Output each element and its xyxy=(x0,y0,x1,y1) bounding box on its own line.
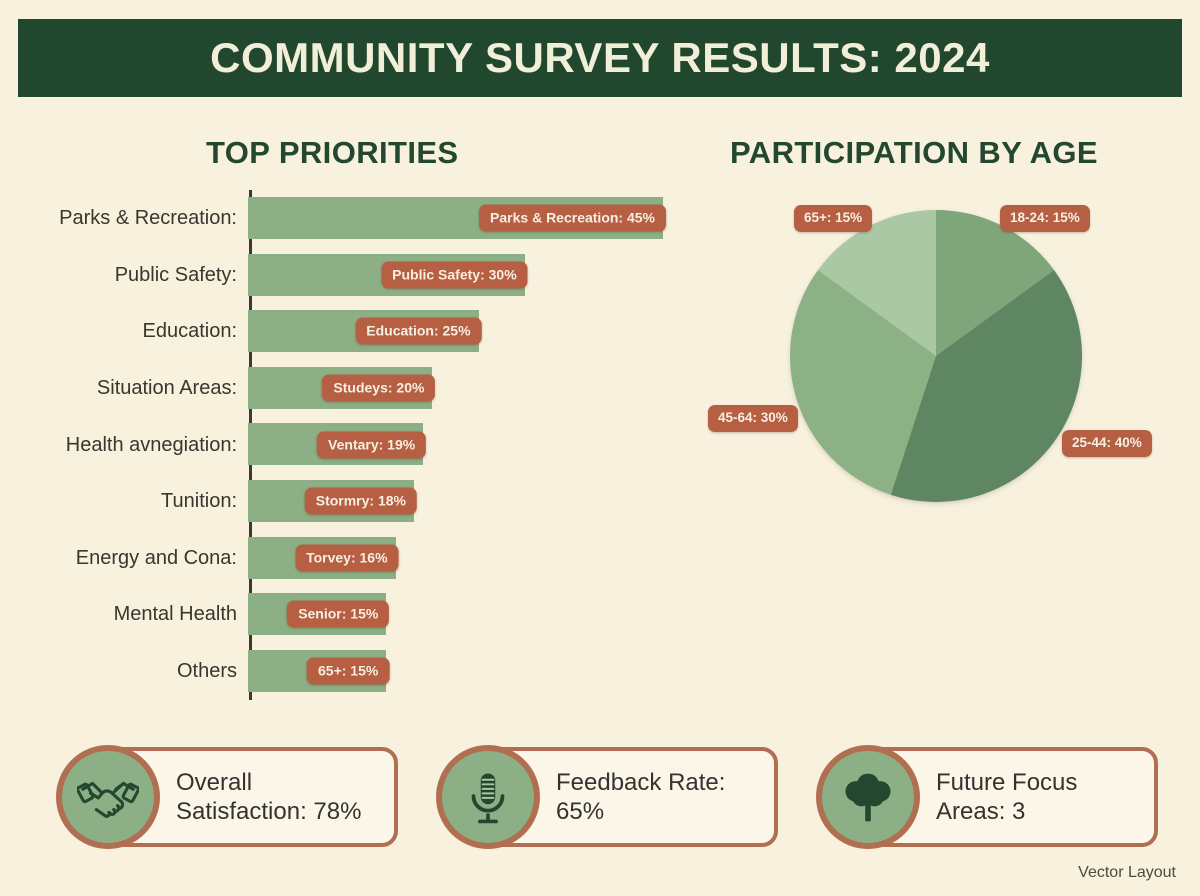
bar-category-label: Energy and Cona: xyxy=(75,546,237,569)
bar-track: Ventary: 19% xyxy=(245,416,700,473)
bar-chart-row: Education: Education: 25% xyxy=(40,303,700,360)
bar-category-label: Education: xyxy=(142,320,237,343)
bar-value-badge: Ventary: 19% xyxy=(317,431,427,459)
page-title: COMMUNITY SURVEY RESULTS: 2024 xyxy=(210,34,990,81)
microphone-icon xyxy=(436,745,540,849)
bar-chart-row: Situation Areas: Studeys: 20% xyxy=(40,360,700,417)
bar-category-label: Health avnegiation: xyxy=(65,433,237,456)
bar-track: Studeys: 20% xyxy=(245,360,700,417)
stat-card-label: Feedback Rate: 65% xyxy=(556,768,726,825)
bar-category-label: Parks & Recreation: xyxy=(59,207,237,230)
bar-track: Stormry: 18% xyxy=(245,473,700,530)
bar-chart-rows: Parks & Recreation: Parks & Recreation: 4… xyxy=(40,190,700,700)
stat-card-label: Overall Satisfaction: 78% xyxy=(176,768,362,825)
bar-value-badge: Torvey: 16% xyxy=(295,544,399,572)
stat-card-row: Overall Satisfaction: 78% Feedback R xyxy=(48,742,1158,854)
bar-track: Parks & Recreation: 45% xyxy=(245,190,700,247)
handshake-icon xyxy=(56,745,160,849)
pie-slice-label-65-plus: 65+: 15% xyxy=(794,205,873,232)
bar-value-badge: Senior: 15% xyxy=(287,600,390,628)
pie-slice-label-18-24: 18-24: 15% xyxy=(1000,205,1090,232)
bar-category-label: Others xyxy=(176,660,237,683)
header-band: COMMUNITY SURVEY RESULTS: 2024 xyxy=(18,19,1182,97)
bar-category-label: Public Safety: xyxy=(114,263,237,286)
tree-icon xyxy=(816,745,920,849)
bar-value-badge: Parks & Recreation: 45% xyxy=(479,204,666,232)
stat-card-overall-satisfaction: Overall Satisfaction: 78% xyxy=(48,742,398,854)
pie-slice-label-25-44: 25-44: 40% xyxy=(1062,430,1152,457)
bar-category-label: Mental Health xyxy=(113,603,237,626)
bar-chart-row: Tunition: Stormry: 18% xyxy=(40,473,700,530)
bar-chart-title: TOP PRIORITIES xyxy=(206,135,459,170)
bar-track: Public Safety: 30% xyxy=(245,247,700,304)
bar-chart-row: Others 65+: 15% xyxy=(40,643,700,700)
pie-chart-title: PARTICIPATION BY AGE xyxy=(730,135,1098,170)
stat-card-feedback-rate: Feedback Rate: 65% xyxy=(428,742,778,854)
bar-track: Senior: 15% xyxy=(245,586,700,643)
bar-value-badge: 65+: 15% xyxy=(307,657,390,685)
bar-value-badge: Public Safety: 30% xyxy=(381,261,528,289)
bar-track: 65+: 15% xyxy=(245,643,700,700)
bar-chart-row: Energy and Cona: Torvey: 16% xyxy=(40,530,700,587)
bar-chart-row: Mental Health Senior: 15% xyxy=(40,586,700,643)
bar-chart-row: Health avnegiation: Ventary: 19% xyxy=(40,416,700,473)
participation-pie-chart: 18-24: 15% 25-44: 40% 45-64: 30% 65+: 15… xyxy=(700,190,1200,700)
bar-chart-row: Parks & Recreation: Parks & Recreation: 4… xyxy=(40,190,700,247)
footer-note: Vector Layout xyxy=(1078,864,1176,881)
bar-value-badge: Education: 25% xyxy=(355,317,482,345)
top-priorities-bar-chart: Parks & Recreation: Parks & Recreation: 4… xyxy=(40,190,700,700)
bar-category-label: Tunition: xyxy=(161,490,237,513)
bar-category-label: Situation Areas: xyxy=(96,377,237,400)
bar-track: Torvey: 16% xyxy=(245,530,700,587)
stat-card-plate: Overall Satisfaction: 78% xyxy=(100,747,398,847)
bar-chart-row: Public Safety: Public Safety: 30% xyxy=(40,247,700,304)
bar-value-badge: Stormry: 18% xyxy=(304,487,417,515)
pie-slice-label-45-64: 45-64: 30% xyxy=(708,405,798,432)
bar-value-badge: Studeys: 20% xyxy=(322,374,436,402)
bar-track: Education: 25% xyxy=(245,303,700,360)
stat-card-future-focus-areas: Future Focus Areas: 3 xyxy=(808,742,1158,854)
stat-card-label: Future Focus Areas: 3 xyxy=(936,768,1078,825)
pie-disc xyxy=(790,210,1082,502)
